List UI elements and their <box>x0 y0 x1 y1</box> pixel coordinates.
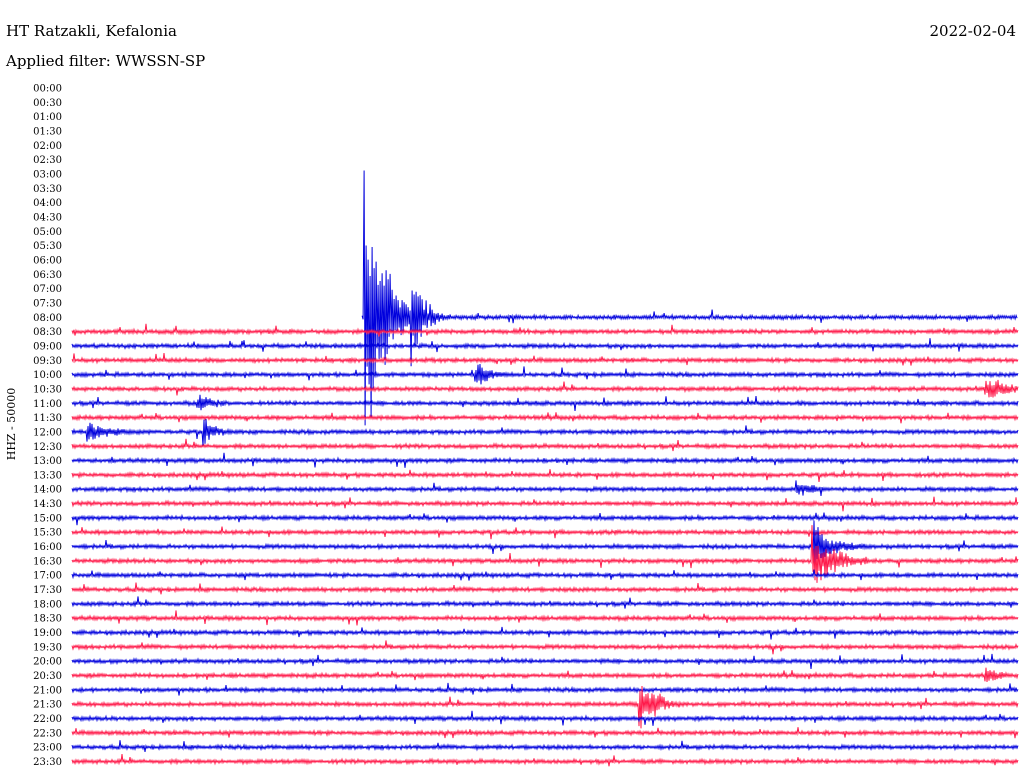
time-tick-label: 12:00 <box>33 427 62 438</box>
trace-line <box>71 582 1019 595</box>
trace-line <box>71 610 1019 626</box>
time-tick-label: 12:30 <box>33 442 62 453</box>
time-tick-label: 10:30 <box>33 384 62 395</box>
trace-line <box>71 469 1019 482</box>
trace-line <box>71 727 1019 739</box>
channel-label: HHZ - 50000 <box>5 388 18 461</box>
trace-line <box>71 525 1019 583</box>
time-tick-label: 11:30 <box>33 413 62 424</box>
time-tick-label: 08:00 <box>33 313 62 324</box>
trace-line <box>71 363 1019 385</box>
trace-line <box>71 394 1019 412</box>
trace-line <box>71 710 1019 726</box>
trace-line <box>71 685 1019 729</box>
time-tick-label: 09:00 <box>33 341 62 352</box>
time-tick-label: 01:00 <box>33 112 62 123</box>
trace-line <box>71 667 1019 683</box>
time-tick-label: 18:30 <box>33 614 62 625</box>
time-tick-label: 19:30 <box>33 642 62 653</box>
trace-line <box>71 754 1019 767</box>
time-tick-label: 17:30 <box>33 585 62 596</box>
time-tick-label: 10:00 <box>33 370 62 381</box>
time-tick-label: 07:00 <box>33 284 62 295</box>
time-tick-label: 14:00 <box>33 485 62 496</box>
time-tick-label: 20:00 <box>33 657 62 668</box>
time-tick-label: 20:30 <box>33 671 62 682</box>
trace-line <box>71 418 1019 447</box>
trace-line <box>71 520 1019 564</box>
time-tick-label: 23:00 <box>33 743 62 754</box>
time-tick-label: 14:30 <box>33 499 62 510</box>
time-tick-label: 13:00 <box>33 456 62 467</box>
time-tick-label: 15:00 <box>33 513 62 524</box>
trace-line <box>71 653 1019 670</box>
time-tick-label: 00:30 <box>33 98 62 109</box>
time-tick-label: 07:30 <box>33 298 62 309</box>
time-tick-label: 19:00 <box>33 628 62 639</box>
trace-line <box>71 496 1019 512</box>
time-tick-label: 00:00 <box>33 84 62 95</box>
time-tick-label: 17:00 <box>33 571 62 582</box>
time-tick-label: 02:30 <box>33 155 62 166</box>
time-tick-label: 18:00 <box>33 599 62 610</box>
trace-line <box>71 740 1019 752</box>
time-tick-label: 22:30 <box>33 728 62 739</box>
time-tick-label: 01:30 <box>33 127 62 138</box>
time-tick-label: 05:00 <box>33 227 62 238</box>
time-tick-label: 16:30 <box>33 556 62 567</box>
trace-line <box>71 569 1019 581</box>
station-title: HT Ratzakli, Kefalonia <box>6 22 177 40</box>
trace-line <box>71 480 1019 497</box>
time-tick-label: 02:00 <box>33 141 62 152</box>
date-label: 2022-02-04 <box>930 22 1016 40</box>
time-tick-label: 04:30 <box>33 213 62 224</box>
time-tick-label: 22:00 <box>33 714 62 725</box>
time-tick-label: 06:00 <box>33 256 62 267</box>
time-tick-label: 03:30 <box>33 184 62 195</box>
trace-line <box>71 452 1019 468</box>
trace-line <box>71 596 1019 609</box>
trace-line <box>71 626 1019 640</box>
time-tick-labels: 00:00 00:30 01:00 01:30 02:00 02:30 03:00 03:30… <box>33 84 62 769</box>
time-tick-label: 03:00 <box>33 170 62 181</box>
time-tick-label: 23:30 <box>33 757 62 768</box>
filter-label: Applied filter: WWSSN-SP <box>5 52 205 70</box>
trace-line <box>71 640 1019 655</box>
trace-line <box>71 338 1019 353</box>
time-tick-label: 06:30 <box>33 270 62 281</box>
time-tick-label: 15:30 <box>33 528 62 539</box>
trace-line <box>71 526 1019 540</box>
trace-line <box>71 379 1019 398</box>
time-tick-label: 05:30 <box>33 241 62 252</box>
time-tick-label: 04:00 <box>33 198 62 209</box>
trace-line <box>71 323 1019 337</box>
trace-line <box>71 682 1019 696</box>
seismic-traces <box>71 170 1019 767</box>
time-tick-label: 21:30 <box>33 700 62 711</box>
time-tick-label: 13:30 <box>33 470 62 481</box>
time-tick-label: 11:00 <box>33 399 62 410</box>
time-tick-label: 08:30 <box>33 327 62 338</box>
trace-line <box>71 438 1019 452</box>
trace-line <box>71 412 1019 424</box>
trace-line <box>361 170 1018 426</box>
time-tick-label: 16:00 <box>33 542 62 553</box>
trace-line <box>71 512 1019 526</box>
time-tick-label: 09:30 <box>33 356 62 367</box>
trace-line <box>71 352 1019 366</box>
time-tick-label: 21:00 <box>33 685 62 696</box>
